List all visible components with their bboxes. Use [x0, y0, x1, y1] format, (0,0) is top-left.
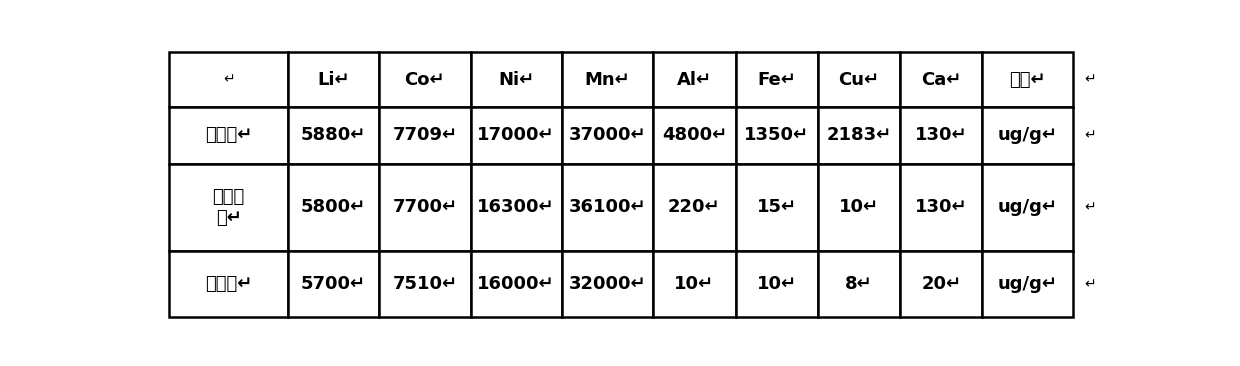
- Bar: [735, 164, 818, 251]
- Text: 4800↵: 4800↵: [662, 126, 727, 144]
- Text: 10↵: 10↵: [756, 275, 797, 293]
- Bar: [900, 52, 982, 107]
- Bar: [562, 107, 653, 164]
- Text: Ni↵: Ni↵: [498, 71, 534, 89]
- Bar: [653, 164, 735, 251]
- Text: ↵: ↵: [1084, 277, 1096, 291]
- Bar: [288, 251, 379, 317]
- Text: Ca↵: Ca↵: [921, 71, 961, 89]
- Bar: [900, 107, 982, 164]
- Text: Li↵: Li↵: [317, 71, 350, 89]
- Bar: [982, 107, 1073, 164]
- Text: 20↵: 20↵: [921, 275, 961, 293]
- Bar: [170, 52, 288, 107]
- Text: ↵: ↵: [1084, 128, 1096, 142]
- Text: Co↵: Co↵: [404, 71, 445, 89]
- Bar: [562, 164, 653, 251]
- Text: Al↵: Al↵: [677, 71, 712, 89]
- Text: 37000↵: 37000↵: [569, 126, 646, 144]
- Bar: [562, 52, 653, 107]
- Text: 130↵: 130↵: [915, 126, 967, 144]
- Text: ug/g↵: ug/g↵: [998, 275, 1058, 293]
- Text: 10↵: 10↵: [675, 275, 714, 293]
- Text: ↵: ↵: [1084, 72, 1096, 86]
- Bar: [470, 107, 562, 164]
- Text: 15↵: 15↵: [756, 198, 797, 216]
- Text: 16300↵: 16300↵: [477, 198, 556, 216]
- Text: 36100↵: 36100↵: [569, 198, 646, 216]
- Text: Fe↵: Fe↵: [758, 71, 796, 89]
- Text: 7700↵: 7700↵: [392, 198, 458, 216]
- Text: 17000↵: 17000↵: [477, 126, 556, 144]
- Bar: [562, 251, 653, 317]
- Text: 220↵: 220↵: [668, 198, 720, 216]
- Bar: [735, 251, 818, 317]
- Text: 130↵: 130↵: [915, 198, 967, 216]
- Text: ↵: ↵: [1084, 200, 1096, 214]
- Bar: [170, 107, 288, 164]
- Bar: [379, 164, 470, 251]
- Bar: [735, 52, 818, 107]
- Text: 单位↵: 单位↵: [1009, 71, 1045, 89]
- Text: 1350↵: 1350↵: [744, 126, 810, 144]
- Bar: [379, 251, 470, 317]
- Bar: [653, 52, 735, 107]
- Text: ↵: ↵: [223, 72, 234, 86]
- Bar: [818, 251, 900, 317]
- Text: 7510↵: 7510↵: [392, 275, 458, 293]
- Bar: [470, 52, 562, 107]
- Bar: [170, 164, 288, 251]
- Bar: [288, 164, 379, 251]
- Text: 10↵: 10↵: [839, 198, 879, 216]
- Bar: [470, 164, 562, 251]
- Text: 净化液↵: 净化液↵: [205, 275, 252, 293]
- Bar: [653, 251, 735, 317]
- Bar: [653, 107, 735, 164]
- Text: ug/g↵: ug/g↵: [998, 126, 1058, 144]
- Bar: [900, 164, 982, 251]
- Bar: [288, 52, 379, 107]
- Text: 5800↵: 5800↵: [301, 198, 366, 216]
- Bar: [288, 107, 379, 164]
- Text: 5880↵: 5880↵: [301, 126, 366, 144]
- Text: 32000↵: 32000↵: [569, 275, 646, 293]
- Bar: [379, 107, 470, 164]
- Text: 7709↵: 7709↵: [392, 126, 458, 144]
- Text: 5700↵: 5700↵: [301, 275, 366, 293]
- Text: ug/g↵: ug/g↵: [998, 198, 1058, 216]
- Bar: [982, 251, 1073, 317]
- Bar: [470, 251, 562, 317]
- Bar: [982, 164, 1073, 251]
- Bar: [735, 107, 818, 164]
- Text: 16000↵: 16000↵: [477, 275, 556, 293]
- Text: 浸出液↵: 浸出液↵: [205, 126, 252, 144]
- Bar: [900, 251, 982, 317]
- Text: 8↵: 8↵: [846, 275, 873, 293]
- Text: 除铁铝
液↵: 除铁铝 液↵: [212, 188, 244, 227]
- Bar: [818, 107, 900, 164]
- Bar: [170, 251, 288, 317]
- Text: Cu↵: Cu↵: [838, 71, 879, 89]
- Bar: [818, 52, 900, 107]
- Bar: [982, 52, 1073, 107]
- Text: 2183↵: 2183↵: [826, 126, 892, 144]
- Text: Mn↵: Mn↵: [584, 71, 630, 89]
- Bar: [818, 164, 900, 251]
- Bar: [379, 52, 470, 107]
